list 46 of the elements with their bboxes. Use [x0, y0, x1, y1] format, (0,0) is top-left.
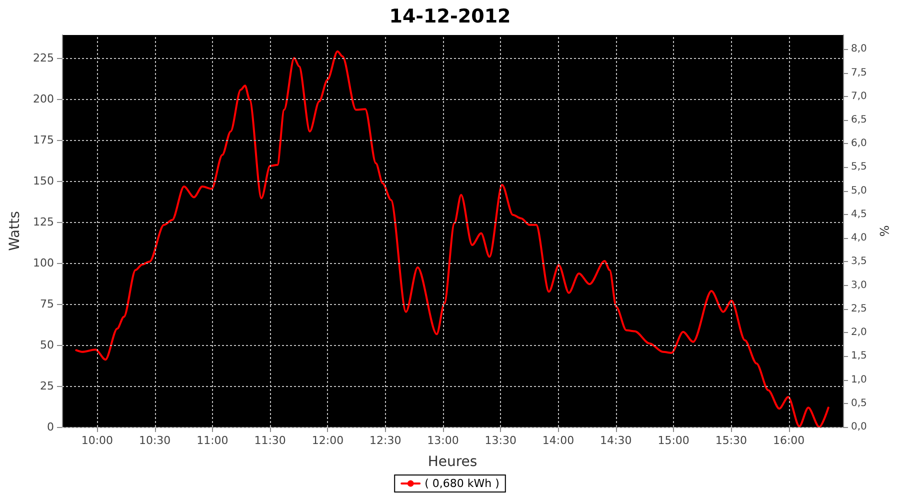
y-tick-label: 75 — [40, 297, 54, 310]
x-tick-label: 10:30 — [138, 434, 171, 447]
y2-tick-label: 6,0 — [851, 138, 867, 150]
y2-tick-label: 3,0 — [851, 280, 867, 291]
x-tick-label: 11:30 — [254, 434, 286, 447]
y2-tick-label: 6,5 — [851, 114, 867, 126]
x-tick-label: 10:00 — [81, 434, 114, 447]
y2-tick-label: 2,0 — [851, 327, 867, 338]
y-tick-label: 50 — [40, 338, 54, 352]
x-tick-label: 13:30 — [484, 434, 516, 447]
y2-tick-label: 5,5 — [851, 162, 867, 173]
x-tick-label: 15:00 — [658, 434, 690, 447]
y-tick-label: 125 — [33, 215, 54, 228]
y2-tick-label: 4,0 — [851, 232, 867, 244]
y2-tick-label: 2,5 — [851, 303, 867, 314]
x-tick-label: 12:00 — [312, 434, 344, 447]
y-tick-label: 225 — [33, 51, 54, 64]
y2-axis-title: % — [876, 225, 891, 237]
x-axis-title: Heures — [428, 454, 478, 470]
y-tick-label: 175 — [33, 133, 54, 146]
x-tick-label: 14:00 — [542, 434, 574, 447]
x-tick-label: 12:30 — [370, 434, 402, 447]
y2-tick-label: 0,0 — [851, 422, 867, 432]
y2-tick-label: 7,5 — [851, 67, 867, 78]
y-tick-label: 25 — [40, 379, 54, 392]
y2-tick-label: 7,0 — [851, 90, 867, 102]
y2-tick-label: 1,0 — [851, 374, 867, 386]
line-series — [75, 50, 830, 428]
y2-tick-label: 1,5 — [851, 350, 867, 362]
x-tick-label: 16:00 — [772, 434, 805, 447]
legend-label: ( 0,680 kWh ) — [424, 477, 500, 490]
y2-tick-label: 4,5 — [851, 208, 867, 220]
y-tick-label: 0 — [47, 420, 54, 434]
x-tick-label: 13:00 — [427, 434, 459, 447]
x-tick-label: 11:00 — [196, 434, 228, 447]
y-axis-title: Watts — [7, 211, 24, 251]
y2-tick-label: 8,0 — [851, 44, 867, 55]
y2-tick-label: 3,5 — [851, 256, 867, 268]
chart-title: 14-12-2012 — [389, 6, 511, 28]
y-tick-label: 200 — [33, 92, 54, 106]
y2-tick-label: 0,5 — [851, 398, 867, 409]
y2-tick-label: 5,0 — [851, 185, 867, 196]
x-tick-label: 15:30 — [715, 434, 748, 447]
y-tick-label: 100 — [33, 256, 54, 270]
y-tick-label: 150 — [33, 174, 54, 188]
x-tick-label: 14:30 — [600, 434, 632, 447]
